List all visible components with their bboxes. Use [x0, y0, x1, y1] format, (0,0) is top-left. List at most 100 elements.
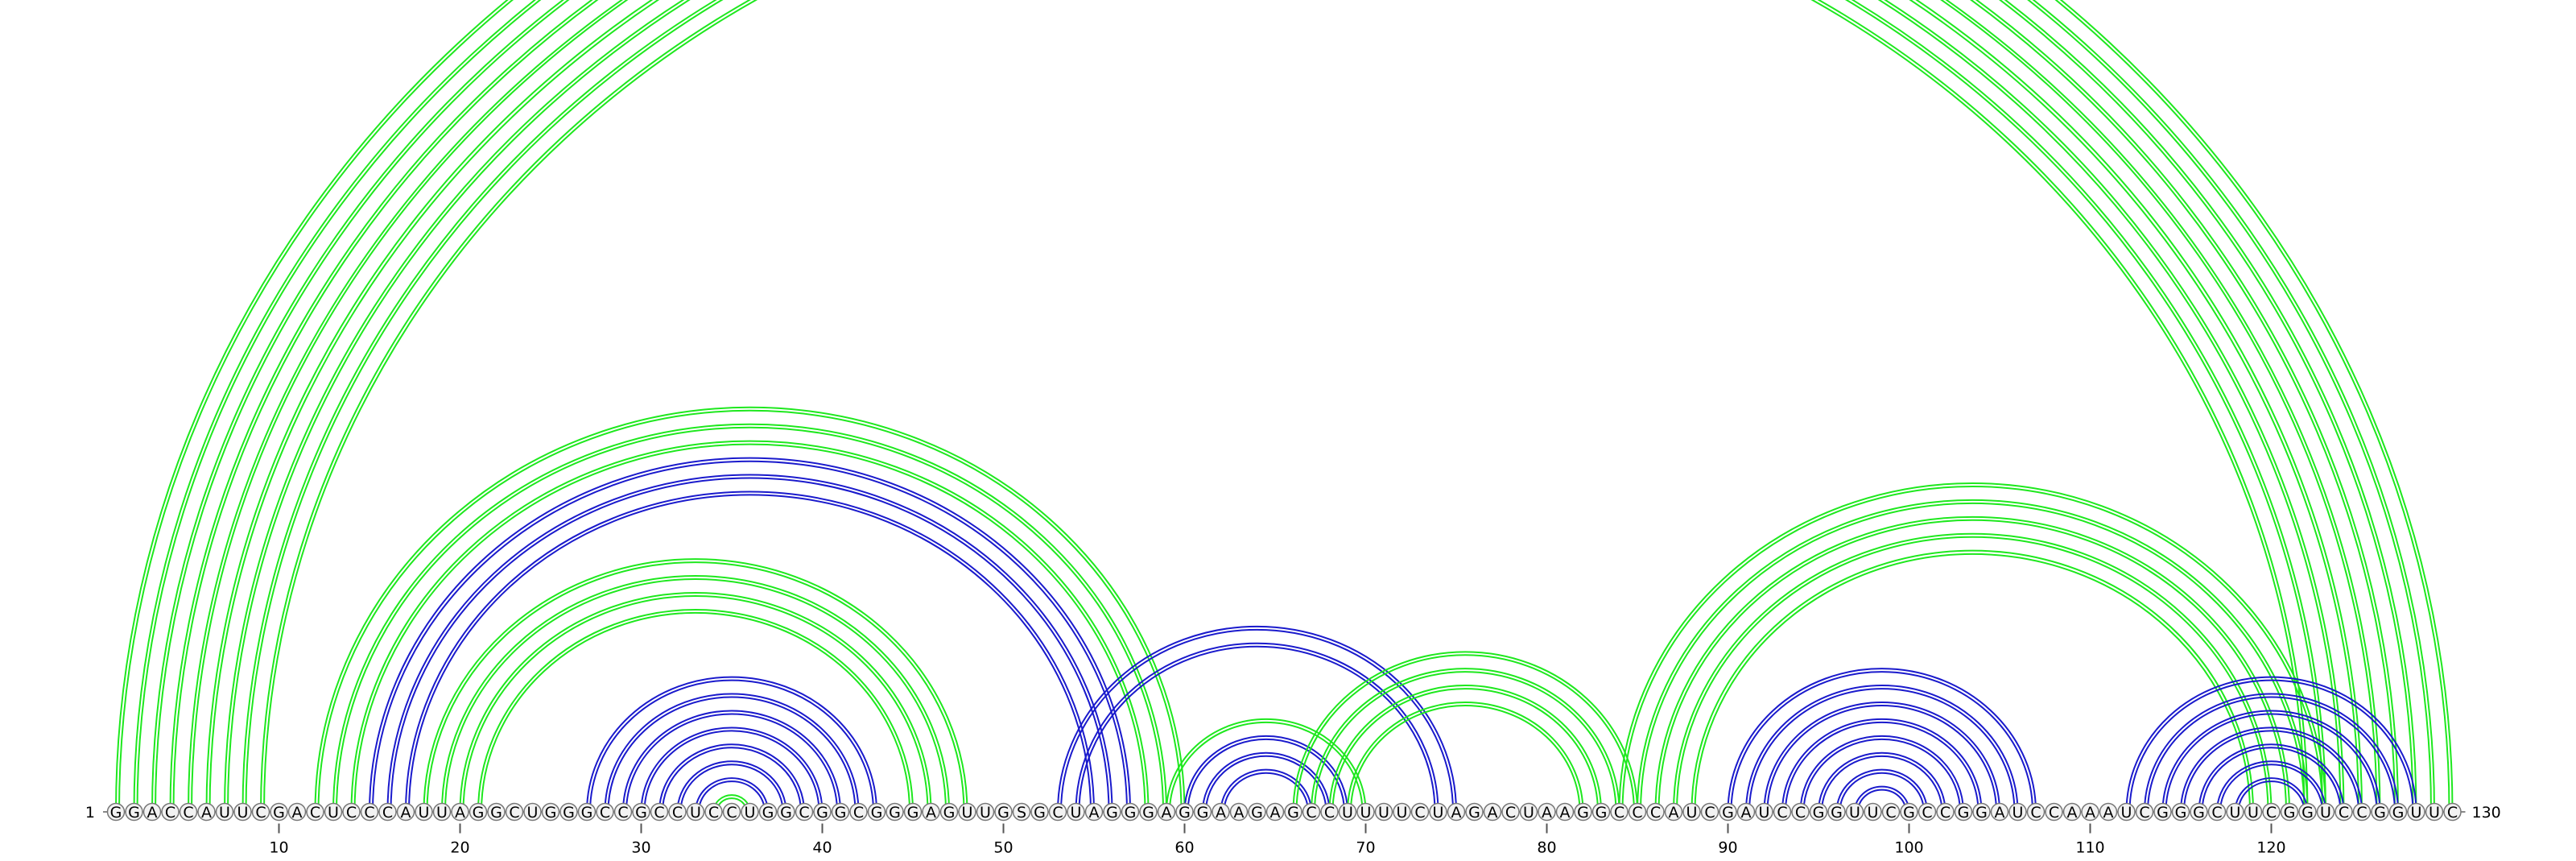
nucleotide-circle: [287, 802, 307, 822]
nucleotide-letter: G: [2175, 804, 2187, 822]
nucleotide-circle: [1555, 802, 1575, 822]
nucleotide-letter: U: [2013, 804, 2024, 822]
nucleotide-letter: U: [1342, 804, 1353, 822]
sequence-end-label: 130: [2472, 804, 2501, 822]
nucleotide-59: A: [1157, 802, 1176, 822]
nucleotide-circle: [2190, 802, 2208, 822]
nucleotide-circle: [378, 802, 397, 822]
arc-green-21-45: [477, 608, 914, 813]
arc-blue-29-41: [622, 710, 841, 813]
nucleotide-circle: [2443, 802, 2462, 822]
nucleotide-121: G: [2280, 802, 2299, 822]
nucleotide-110: A: [2081, 802, 2099, 822]
nucleotide-letter: C: [672, 804, 683, 822]
nucleotide-letter: C: [1614, 804, 1624, 822]
nucleotide-circle: [125, 802, 143, 822]
nucleotide-letter: G: [2301, 804, 2314, 822]
arc-green-7-124-inner: [227, 0, 2342, 813]
nucleotide-91: A: [1736, 802, 1756, 822]
nucleotide-62: A: [1212, 802, 1230, 822]
nucleotide-circle: [1393, 802, 1411, 822]
nucleotide-letter: C: [1922, 804, 1932, 822]
nucleotide-circle: [1773, 802, 1792, 822]
nucleotide-122: G: [2298, 802, 2317, 822]
nucleotide-circle: [758, 802, 778, 822]
nucleotide-letter: G: [889, 804, 901, 822]
nucleotide-71: U: [1374, 802, 1393, 822]
arc-green-87-120-inner: [1676, 536, 2269, 813]
arc-green-14-58-inner: [353, 443, 1146, 813]
arc-green-66-85: [1292, 651, 1638, 813]
nucleotide-32: C: [668, 802, 687, 822]
arc-green-9-122: [260, 0, 2309, 813]
nucleotide-101: C: [1918, 802, 1937, 822]
arc-blue-62-67: [1220, 768, 1312, 813]
arc-blue-33-37: [695, 777, 769, 813]
nucleotide-128: U: [2407, 802, 2425, 822]
arc-green-69-82: [1347, 701, 1584, 813]
nucleotide-88: U: [1682, 802, 1701, 822]
nucleotide-letter: C: [2030, 804, 2041, 822]
nucleotide-circle: [2135, 802, 2154, 822]
nucleotide-letter: G: [1287, 804, 1299, 822]
nucleotide-circle: [1501, 802, 1520, 822]
nucleotide-letter: C: [346, 804, 357, 822]
nucleotide-letter: A: [201, 804, 212, 822]
nucleotide-letter: G: [581, 804, 593, 822]
nucleotide-circle: [106, 802, 126, 822]
nucleotide-107: C: [2026, 802, 2046, 822]
nucleotide-80: A: [1538, 802, 1556, 822]
nucleotide-68: C: [1320, 802, 1339, 822]
nucleotide-123: U: [2316, 802, 2335, 822]
nucleotide-circle: [831, 802, 850, 822]
nucleotide-circle: [1410, 802, 1430, 822]
nucleotide-letter: U: [1868, 804, 1879, 822]
nucleotide-46: A: [922, 802, 940, 822]
nucleotide-61: G: [1193, 802, 1212, 822]
nucleotide-86: C: [1646, 802, 1665, 822]
nucleotide-circle: [1936, 802, 1955, 822]
tick-label-100: 100: [1894, 839, 1923, 857]
nucleotide-109: A: [2062, 802, 2082, 822]
nucleotide-circle: [1175, 802, 1194, 822]
nucleotide-letter: C: [654, 804, 664, 822]
nucleotide-letter: A: [1542, 804, 1552, 822]
tick-label-120: 120: [2256, 839, 2285, 857]
arc-blue-92-105: [1763, 701, 2000, 813]
nucleotide-120: C: [2262, 802, 2281, 822]
nucleotide-circle: [1990, 802, 2009, 822]
arc-blue-112-128: [2125, 676, 2417, 813]
nucleotide-circle: [270, 802, 288, 822]
nucleotide-circle: [2026, 802, 2046, 822]
nucleotide-letter: G: [1197, 804, 1209, 822]
nucleotide-circle: [1628, 802, 1647, 822]
nucleotide-letter: C: [1052, 804, 1063, 822]
nucleotide-letter: U: [1433, 804, 1444, 822]
arc-green-68-83: [1328, 685, 1602, 813]
nucleotide-95: G: [1809, 802, 1828, 822]
nucleotide-letter: G: [762, 804, 774, 822]
arc-green-66-85-inner: [1295, 654, 1635, 813]
nucleotide-74: U: [1429, 802, 1447, 822]
arc-blue-17-55: [405, 491, 1095, 813]
nucleotide-letter: G: [1251, 804, 1263, 822]
nucleotide-letter: G: [1903, 804, 1915, 822]
nucleotide-letter: G: [473, 804, 485, 822]
arc-green-1-130-inner: [118, 0, 2450, 813]
nucleotide-letter: C: [2356, 804, 2367, 822]
nucleotide-letter: U: [1397, 804, 1408, 822]
nucleotide-98: U: [1864, 802, 1882, 822]
nucleotide-circle: [197, 802, 216, 822]
nucleotide-57: G: [1121, 802, 1140, 822]
nucleotide-letter: G: [1142, 804, 1154, 822]
nucleotide-circle: [1338, 802, 1357, 822]
nucleotide-circle: [704, 802, 723, 822]
nucleotide-letter: U: [527, 804, 539, 822]
nucleotide-72: U: [1393, 802, 1411, 822]
nucleotide-circle: [2117, 802, 2136, 822]
nucleotide-letter: A: [455, 804, 465, 822]
nucleotide-119: U: [2244, 802, 2263, 822]
nucleotide-letter: G: [1577, 804, 1589, 822]
nucleotide-circle: [2334, 802, 2353, 822]
nucleotide-102: C: [1936, 802, 1955, 822]
